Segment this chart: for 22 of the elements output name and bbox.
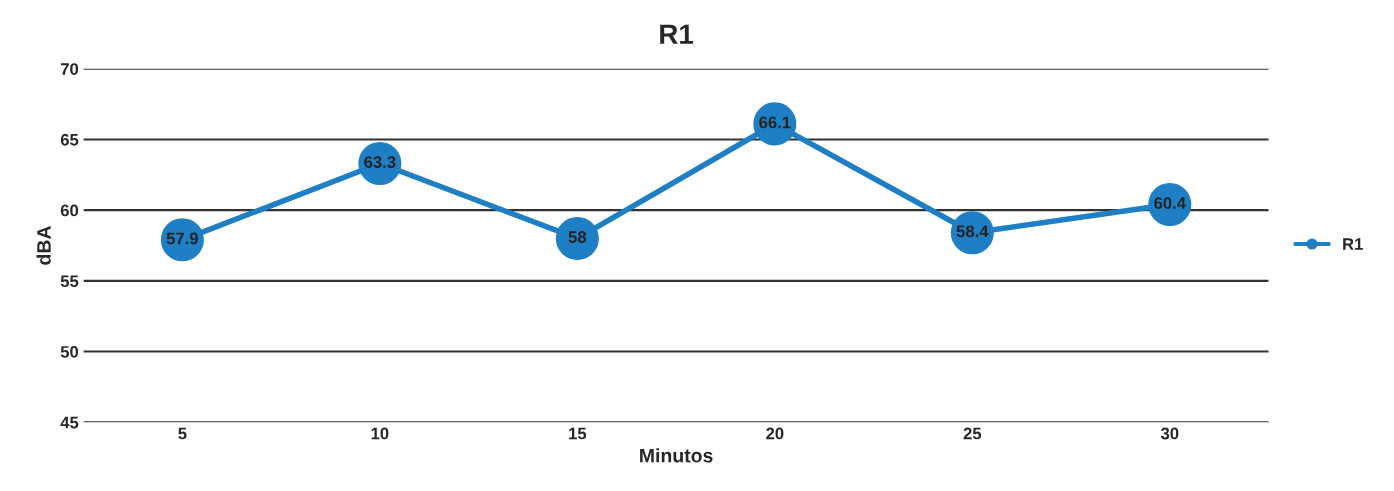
x-tick-label: 5 bbox=[178, 427, 187, 440]
data-label: 58.4 bbox=[956, 225, 989, 238]
x-tick-label: 10 bbox=[371, 427, 389, 440]
y-tick-label: 50 bbox=[60, 345, 79, 358]
x-tick-label: 30 bbox=[1160, 427, 1179, 440]
data-label: 57.9 bbox=[166, 232, 198, 245]
data-label: 58 bbox=[568, 231, 587, 243]
chart-title: R1 bbox=[660, 24, 694, 44]
y-tick-label: 65 bbox=[60, 133, 79, 146]
data-label: 63.3 bbox=[364, 156, 396, 168]
data-label: 66.1 bbox=[759, 116, 791, 129]
y-axis-title: dBA bbox=[36, 226, 51, 265]
data-label: 60.4 bbox=[1154, 197, 1186, 209]
x-tick-label: 15 bbox=[569, 427, 587, 440]
x-tick-label: 25 bbox=[963, 427, 982, 440]
x-axis-title: Minutos bbox=[640, 448, 713, 463]
legend-label: R1 bbox=[1343, 238, 1363, 250]
y-tick-label: 60 bbox=[60, 204, 79, 217]
y-tick-label: 55 bbox=[60, 275, 79, 288]
y-tick-label: 70 bbox=[60, 63, 79, 75]
y-tick-label: 45 bbox=[60, 416, 79, 429]
x-tick-label: 20 bbox=[766, 427, 784, 440]
